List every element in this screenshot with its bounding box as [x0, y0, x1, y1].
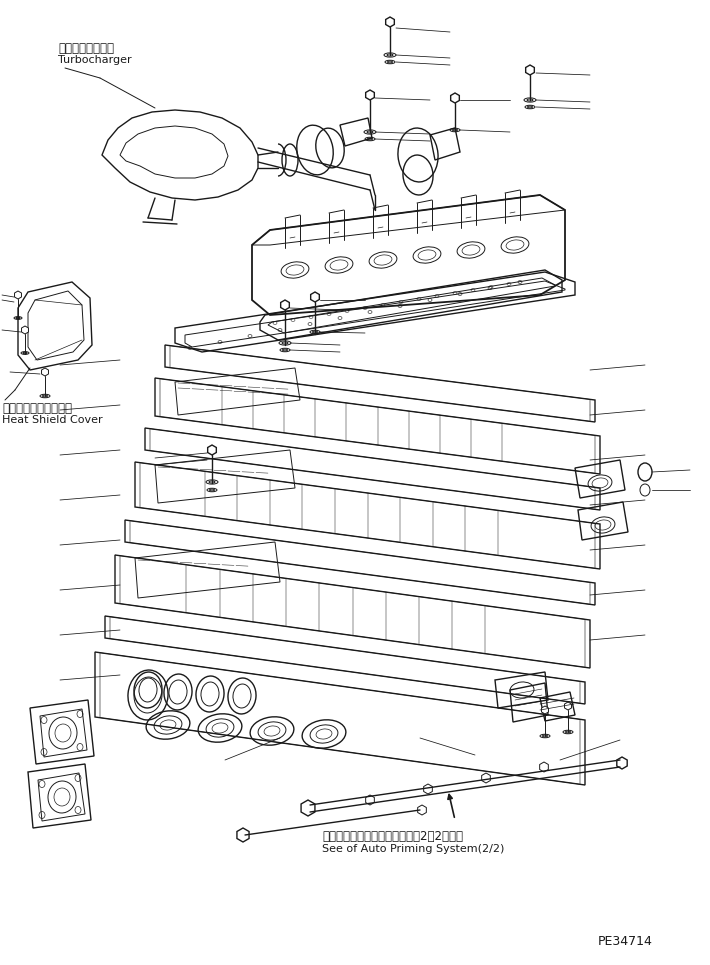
- Polygon shape: [540, 762, 548, 772]
- Polygon shape: [481, 773, 491, 783]
- Polygon shape: [311, 292, 320, 302]
- Polygon shape: [424, 784, 432, 794]
- Polygon shape: [386, 17, 394, 27]
- Polygon shape: [451, 93, 459, 103]
- Text: Turbocharger: Turbocharger: [58, 55, 131, 65]
- Polygon shape: [366, 90, 374, 100]
- Polygon shape: [525, 65, 535, 75]
- Text: オートプライミングシステム（2／2）参照: オートプライミングシステム（2／2）参照: [322, 830, 463, 843]
- Text: See of Auto Priming System(2/2): See of Auto Priming System(2/2): [322, 844, 504, 854]
- Text: ヒートシールドカバー: ヒートシールドカバー: [2, 402, 72, 415]
- Text: ターボチャージャ: ターボチャージャ: [58, 42, 114, 55]
- Polygon shape: [366, 795, 374, 805]
- Polygon shape: [237, 828, 249, 842]
- Polygon shape: [542, 706, 548, 714]
- Polygon shape: [564, 702, 572, 710]
- Text: PE34714: PE34714: [598, 935, 653, 948]
- Polygon shape: [42, 368, 48, 376]
- Polygon shape: [617, 757, 627, 769]
- Polygon shape: [207, 445, 217, 455]
- Polygon shape: [14, 291, 21, 299]
- Text: Heat Shield Cover: Heat Shield Cover: [2, 415, 103, 425]
- Polygon shape: [21, 326, 28, 334]
- Polygon shape: [301, 800, 315, 816]
- Polygon shape: [417, 805, 426, 815]
- Polygon shape: [280, 300, 290, 310]
